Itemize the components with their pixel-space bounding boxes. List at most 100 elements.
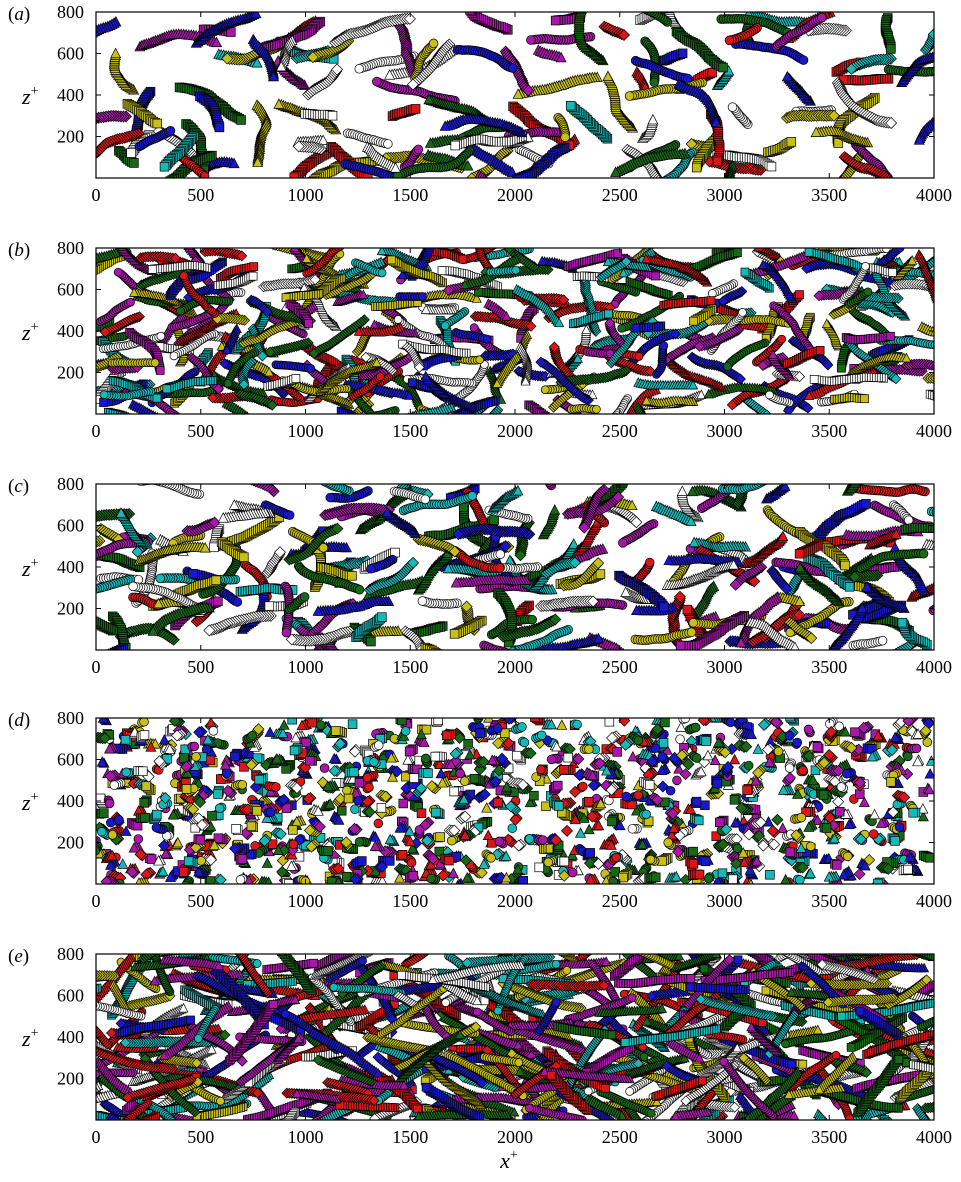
particle-marker [138,420,146,428]
particle-marker [652,190,661,199]
particle-track [77,16,122,41]
particle-marker [734,238,742,246]
particle-marker [134,418,142,426]
particle-marker [83,29,93,38]
particle-track [275,34,298,72]
particle-marker [358,420,366,428]
particle-marker [362,425,370,433]
particle-marker [79,156,90,167]
particle-track [553,112,570,142]
particle-track [465,12,513,35]
particle-marker [465,12,475,15]
particle-marker [671,0,680,7]
particle-track [913,116,934,145]
particle-marker [670,329,680,339]
particle-track [602,70,639,133]
particle-marker [390,162,402,173]
particle-track [361,141,402,173]
particle-marker [79,31,89,40]
particle-marker [496,248,497,249]
particle-marker [177,227,186,236]
particle-marker [750,1,760,10]
particle-track [671,26,728,73]
particle-marker [317,134,329,145]
particle-marker [949,66,958,75]
particle-marker [577,2,587,11]
particle-marker [658,181,669,192]
particle-marker [423,93,435,105]
particle-track [567,403,601,414]
particle-track [610,147,691,177]
particle-track [387,104,421,121]
particle-marker [146,425,154,433]
particle-marker [439,120,451,131]
particle-track [896,51,934,88]
particle-marker [479,222,487,230]
y-tick-label: 800 [57,2,84,22]
particle-marker [228,157,240,169]
particle-marker [122,413,132,414]
particle-track [919,28,934,56]
particle-track [450,131,527,151]
particle-marker [110,47,122,59]
particle-marker [84,116,95,127]
particle-track [657,48,688,66]
particle-marker [252,156,264,167]
particle-marker [667,0,676,9]
y-tick-label: 400 [57,85,84,105]
particle-marker [654,187,663,196]
y-tick-label: 200 [57,127,84,147]
particle-track [300,109,338,121]
particle-marker [86,338,94,346]
particle-marker [481,218,489,226]
particle-marker [407,78,419,91]
particle-marker [660,0,670,6]
particle-marker [96,336,100,346]
particle-track [724,23,762,46]
particle-marker [410,104,421,114]
particle-marker [677,0,686,4]
particle-marker [631,0,640,8]
x-tick-label: 0 [92,185,101,205]
particle-track [724,160,738,178]
particle-marker [579,417,589,427]
particle-track [306,34,355,64]
particle-marker [635,1,644,10]
particle-marker [486,176,488,178]
particle-marker [748,235,756,243]
particle-marker [155,187,164,196]
particle-track [195,91,225,133]
particle-track [343,128,393,149]
particle-marker [460,415,470,425]
particle-marker [649,77,660,88]
particle-marker [837,363,846,373]
particle-marker [199,171,210,178]
particle-marker [180,232,189,241]
particle-marker [795,290,804,299]
particle-marker [77,32,87,41]
particle-marker [344,416,354,426]
particle-marker [275,60,287,72]
particle-marker [497,238,505,246]
particle-marker [656,183,665,192]
x-tick-label: 500 [187,185,214,205]
particle-marker [82,153,93,164]
particle-marker [673,0,682,6]
particle-marker [675,0,684,5]
particle-marker [954,67,961,76]
particle-marker [798,55,809,65]
particle-track [880,13,896,54]
particle-marker [161,181,170,190]
particle-marker [829,239,837,247]
y-tick-label: 600 [57,44,84,64]
panel-letter: (a) [8,4,30,25]
particle-marker [481,216,489,224]
particle-marker [666,189,677,200]
particle-marker [458,416,468,426]
particle-marker [658,0,668,3]
particle-marker [403,12,416,25]
particle-marker [659,183,670,194]
particle-marker [81,155,92,166]
particle-marker [766,161,777,172]
particle-marker [617,28,630,41]
